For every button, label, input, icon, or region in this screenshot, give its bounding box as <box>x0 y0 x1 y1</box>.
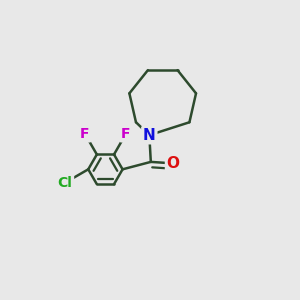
Text: F: F <box>80 127 90 141</box>
Text: N: N <box>143 128 156 142</box>
Text: Cl: Cl <box>58 176 73 190</box>
Text: F: F <box>121 127 130 141</box>
Text: O: O <box>167 156 180 171</box>
